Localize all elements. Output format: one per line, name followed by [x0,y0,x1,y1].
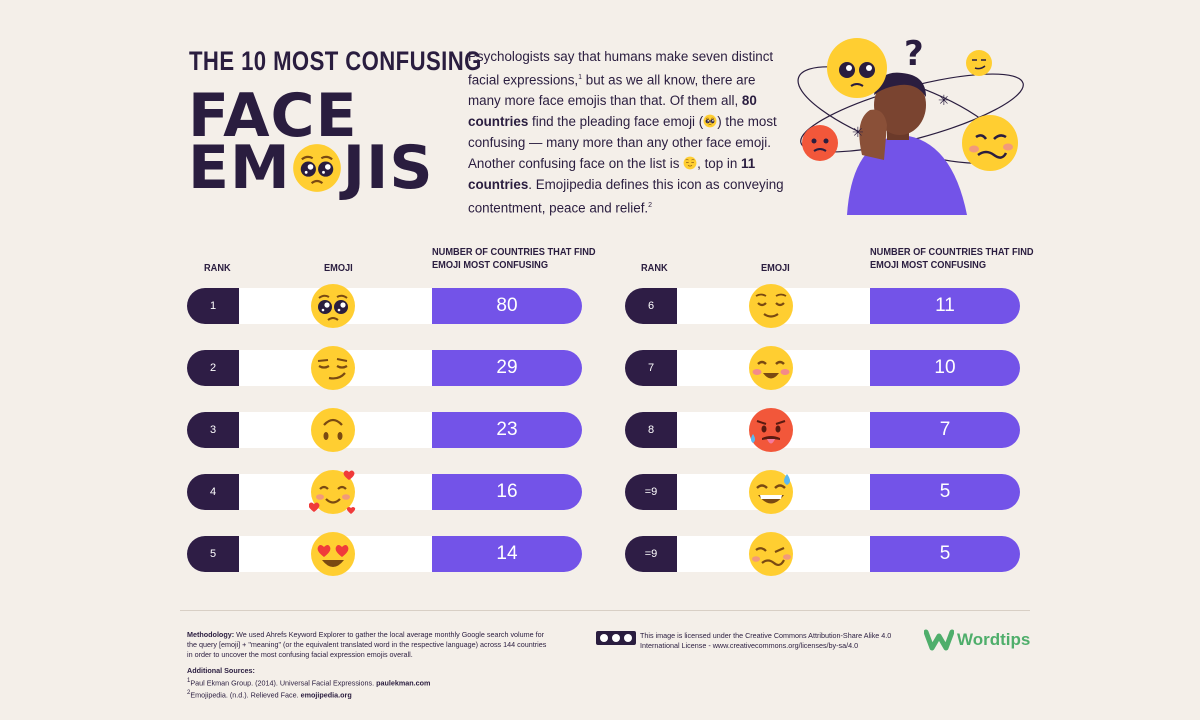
woozy-face-icon [747,530,795,578]
country-count-cell: 5 [870,536,1020,572]
wordtips-logo-icon [924,629,954,651]
rank-cell: 3 [187,412,239,448]
question-mark-icon: ? [904,34,924,74]
table-row: 5 14 [187,532,582,576]
title-jis: JIS [342,133,434,203]
rank-cell: 1 [187,288,239,324]
rank-cell: =9 [625,474,677,510]
table-row: 6 11 [625,284,1020,328]
title-face: FACE [188,81,358,151]
creative-commons-icon [596,631,636,645]
rank-cell: 5 [187,536,239,572]
country-count-cell: 29 [432,350,582,386]
country-count-cell: 10 [870,350,1020,386]
table-row: 7 10 [625,346,1020,390]
emoji-header-left: EMOJI [324,262,353,274]
table-row: 4 16 [187,470,582,514]
table-row: 2 29 [187,346,582,390]
confused-person-illustration: ? ✳ ✳ [797,34,1024,215]
country-count-cell: 23 [432,412,582,448]
count-header-right: NUMBER OF COUNTRIES THAT FIND EMOJI MOST … [870,246,1034,271]
smirking-face-icon [309,344,357,392]
rank-header-right: RANK [641,262,668,274]
rank-cell: 8 [625,412,677,448]
rank-cell: 4 [187,474,239,510]
relieved-face-icon [683,155,697,170]
smiling-face-with-smiling-eyes-icon [747,344,795,392]
title-em: EM [188,133,291,203]
license-text: This image is licensed under the Creativ… [640,631,892,650]
smiling-face-with-hearts-icon [308,468,357,516]
methodology: Methodology: We used Ahrefs Keyword Expl… [187,630,547,659]
footer-divider [180,610,1030,611]
country-count-cell: 5 [870,474,1020,510]
additional-sources: Additional Sources: 1Paul Ekman Group. (… [187,666,431,700]
relieved-face-icon [747,282,795,330]
table-row: =9 5 [625,470,1020,514]
rank-cell: 6 [625,288,677,324]
title-emojis: EM JIS [188,138,434,198]
upside-down-face-icon [309,406,357,454]
country-count-cell: 7 [870,412,1020,448]
heart-eyes-face-icon [309,530,357,578]
country-count-cell: 16 [432,474,582,510]
table-row: =9 5 [625,532,1020,576]
rank-cell: 2 [187,350,239,386]
pleading-face-icon [703,113,717,128]
count-header-left: NUMBER OF COUNTRIES THAT FIND EMOJI MOST … [432,246,596,271]
pleading-face-icon [291,142,343,194]
rank-header-left: RANK [204,262,231,274]
title-small: THE 10 MOST CONFUSING [189,46,482,76]
rank-cell: 7 [625,350,677,386]
country-count-cell: 80 [432,288,582,324]
table-row: 1 80 [187,284,582,328]
table-row: 3 23 [187,408,582,452]
svg-text:✳: ✳ [852,125,864,141]
svg-text:✳: ✳ [938,93,950,109]
country-count-cell: 11 [870,288,1020,324]
rank-cell: =9 [625,536,677,572]
hot-face-icon [747,406,795,454]
grinning-face-with-sweat-icon [747,468,795,516]
intro-paragraph: Psychologists say that humans make seven… [468,49,784,216]
floating-pleading-face-icon [827,38,887,98]
emoji-header-right: EMOJI [761,262,790,274]
wordtips-logo: Wordtips [924,628,1030,652]
country-count-cell: 14 [432,536,582,572]
pleading-face-icon [309,282,357,330]
